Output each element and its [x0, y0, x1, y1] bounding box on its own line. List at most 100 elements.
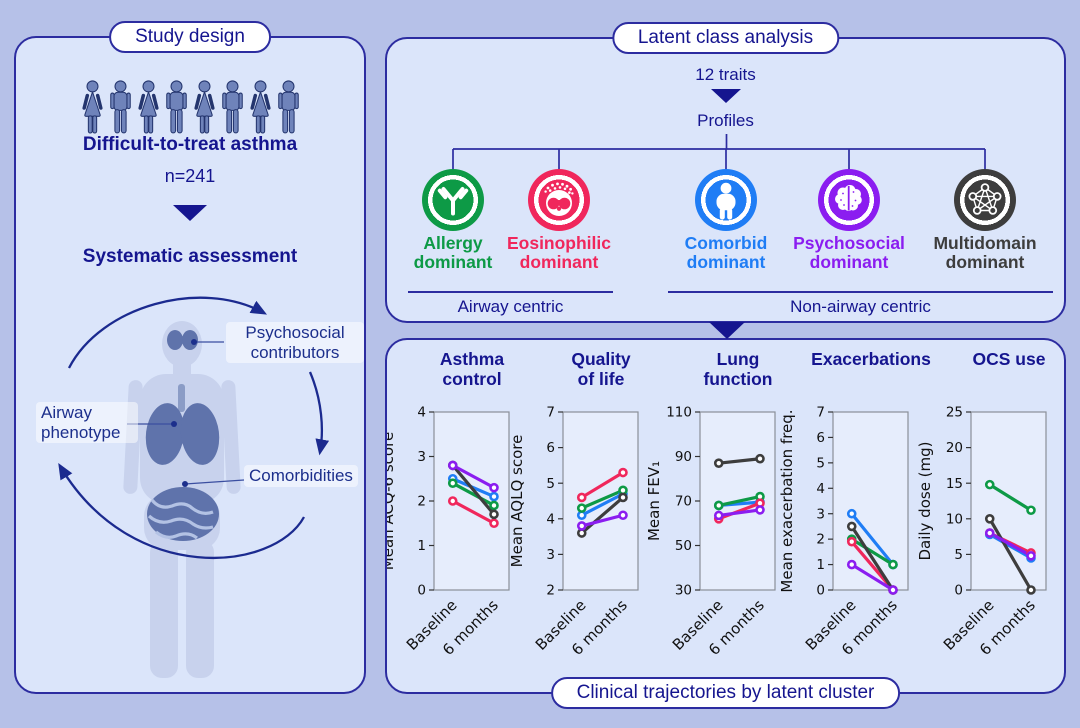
body-silhouette — [123, 321, 241, 678]
svg-text:110: 110 — [666, 405, 692, 421]
profile-label: Comorbid dominant — [684, 233, 768, 273]
svg-text:4: 4 — [816, 481, 825, 497]
svg-text:Baseline: Baseline — [940, 596, 998, 654]
svg-text:0: 0 — [816, 583, 825, 599]
non-airway-centric-group: Non-airway centric — [668, 291, 1053, 317]
study-design-title-pill: Study design — [109, 21, 271, 53]
profile-label: Psychosocial dominant — [793, 233, 905, 273]
svg-text:25: 25 — [946, 405, 963, 421]
organs-illustration — [145, 330, 220, 541]
person-icon-male — [109, 80, 131, 134]
profile-allergy-dominant: Allergy dominant — [388, 169, 518, 273]
profile-label: Eosinophilic dominant — [506, 233, 612, 273]
chart-title-ocs-use: OCS use — [972, 349, 1046, 369]
psychosocial-contributors-label: Psychosocial contributors — [226, 322, 364, 364]
svg-text:3: 3 — [546, 547, 555, 563]
study-design-title: Study design — [135, 26, 245, 47]
person-icon-male — [221, 80, 243, 134]
network-icon — [968, 183, 1002, 215]
svg-text:2: 2 — [816, 532, 825, 548]
cohort-label: Difficult-to-treat asthma — [82, 134, 298, 155]
svg-text:0: 0 — [417, 583, 426, 599]
svg-text:3: 3 — [816, 506, 825, 522]
svg-text:1: 1 — [417, 538, 426, 554]
svg-text:3: 3 — [417, 449, 426, 465]
cohort-people-icons — [16, 78, 364, 136]
person-icon-female — [249, 80, 271, 134]
svg-text:20: 20 — [946, 440, 963, 456]
svg-text:6 months: 6 months — [976, 596, 1039, 659]
chart-title-asthma-control: Asthma control — [439, 349, 505, 389]
svg-text:Baseline: Baseline — [532, 596, 590, 654]
intestine-texture — [147, 498, 214, 540]
svg-text:Baseline: Baseline — [403, 596, 461, 654]
allergy-badge — [422, 169, 484, 231]
svg-text:6 months: 6 months — [568, 596, 631, 659]
person-icon-female — [137, 80, 159, 134]
svg-text:Mean FEV₁: Mean FEV₁ — [645, 461, 663, 541]
svg-text:5: 5 — [546, 476, 555, 492]
svg-text:5: 5 — [954, 547, 963, 563]
trajectories-title-pill: Clinical trajectories by latent cluster — [550, 677, 901, 709]
svg-text:6: 6 — [816, 430, 825, 446]
profile-psychosocial-dominant: Psychosocial dominant — [784, 169, 914, 273]
svg-text:6 months: 6 months — [439, 596, 502, 659]
svg-text:7: 7 — [816, 405, 825, 421]
lca-title: Latent class analysis — [637, 27, 814, 48]
non-airway-centric-label: Non-airway centric — [790, 297, 931, 316]
person-icon-male — [165, 80, 187, 134]
svg-text:10: 10 — [946, 511, 963, 527]
svg-text:Mean AQLQ score: Mean AQLQ score — [508, 435, 526, 568]
airway-phenotype-label: Airway phenotype — [36, 402, 138, 444]
svg-text:Daily dose (mg): Daily dose (mg) — [916, 441, 934, 560]
svg-text:Mean ACQ-6 score: Mean ACQ-6 score — [387, 432, 397, 570]
profile-label: Multidomain dominant — [933, 233, 1037, 273]
assessment-label: Systematic assessment — [82, 246, 298, 267]
down-arrow-icon — [710, 89, 741, 103]
svg-text:30: 30 — [675, 583, 692, 599]
eosinophil-icon — [544, 182, 574, 216]
person-icon-male — [277, 80, 299, 134]
multidomain-badge — [954, 169, 1016, 231]
svg-text:2: 2 — [417, 494, 426, 510]
psychosocial-badge — [818, 169, 880, 231]
svg-text:Baseline: Baseline — [669, 596, 727, 654]
antibody-icon — [437, 187, 469, 216]
trajectories-title: Clinical trajectories by latent cluster — [576, 682, 875, 703]
svg-text:Mean exacerbation freq.: Mean exacerbation freq. — [778, 409, 796, 592]
latent-class-analysis-panel: Latent class analysis 12 traits Profiles — [385, 22, 1066, 323]
traits-label: 12 traits — [695, 65, 756, 84]
chart-title-lung-function: Lung function — [703, 349, 773, 389]
cohort-size: n=241 — [164, 166, 216, 186]
svg-text:4: 4 — [546, 511, 555, 527]
person-icon-female — [193, 80, 215, 134]
svg-text:Baseline: Baseline — [802, 596, 860, 654]
svg-text:7: 7 — [546, 405, 555, 421]
svg-text:4: 4 — [417, 405, 426, 421]
svg-text:90: 90 — [675, 449, 692, 465]
profiles-label: Profiles — [697, 111, 754, 130]
down-arrow-icon — [173, 205, 207, 221]
profile-eosinophilic-dominant: Eosinophilic dominant — [494, 169, 624, 273]
svg-text:6 months: 6 months — [705, 596, 768, 659]
brain-icon — [835, 185, 862, 211]
comorbidities-label: Comorbidities — [244, 465, 358, 487]
svg-text:70: 70 — [675, 494, 692, 510]
panel-connector-arrow-icon — [709, 322, 745, 339]
svg-text:6 months: 6 months — [838, 596, 901, 659]
svg-text:1: 1 — [816, 557, 825, 573]
profile-multidomain-dominant: Multidomain dominant — [920, 169, 1050, 273]
study-design-panel: Study design Difficult-to-treat asthma n… — [14, 21, 366, 694]
airway-centric-label: Airway centric — [457, 297, 564, 316]
svg-text:6: 6 — [546, 440, 555, 456]
person-icon — [716, 182, 736, 220]
profile-comorbid-dominant: Comorbid dominant — [661, 169, 791, 273]
svg-text:5: 5 — [816, 455, 825, 471]
trajectories-panel: Asthma control Quality of life Lung func… — [385, 338, 1066, 709]
svg-text:50: 50 — [675, 538, 692, 554]
airway-centric-group: Airway centric — [408, 291, 613, 317]
eosinophilic-badge — [528, 169, 590, 231]
profile-label: Allergy dominant — [413, 233, 493, 273]
